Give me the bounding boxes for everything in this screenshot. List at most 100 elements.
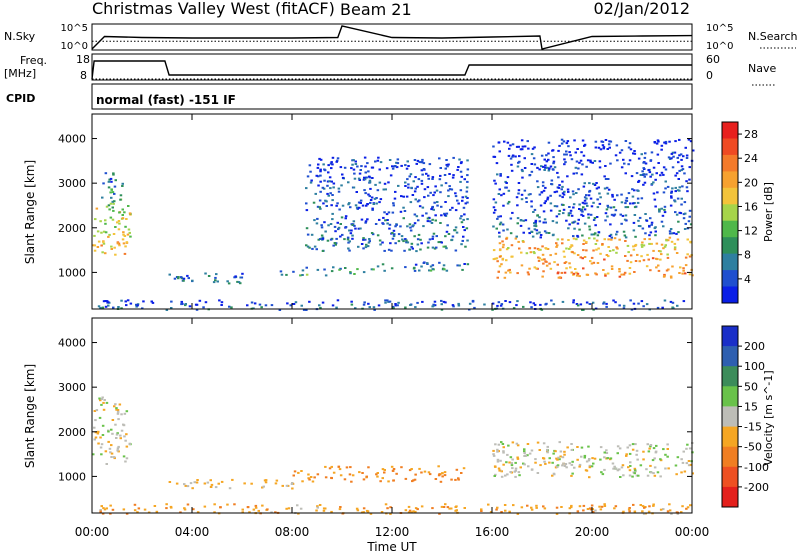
heat-cell — [640, 245, 644, 248]
heat-cell — [213, 511, 216, 514]
heat-cell — [354, 204, 358, 207]
colorbar-tick-label-6: 28 — [744, 128, 758, 141]
heat-cell — [665, 239, 668, 242]
heat-cell — [518, 155, 521, 158]
heat-cell — [236, 280, 239, 283]
heat-cell — [624, 199, 628, 202]
heat-cell — [656, 471, 660, 474]
heat-cell — [331, 218, 334, 221]
heat-cell — [649, 231, 653, 234]
heat-cell — [663, 211, 667, 214]
heat-cell — [587, 445, 590, 448]
heat-cell — [370, 232, 374, 234]
heat-cell — [318, 504, 322, 506]
heat-cell — [540, 165, 543, 168]
heat-cell — [504, 186, 507, 189]
heat-cell — [264, 304, 268, 307]
heat-cell — [530, 449, 534, 452]
heat-cell — [370, 196, 374, 199]
heat-cell — [595, 273, 598, 276]
heat-cell — [594, 243, 598, 245]
heat-cell — [418, 199, 421, 202]
heat-cell — [689, 223, 693, 226]
heat-cell — [555, 512, 559, 515]
heat-cell — [337, 228, 340, 231]
heat-cell — [535, 229, 539, 232]
heat-cell — [616, 194, 619, 197]
heat-cell — [291, 487, 294, 490]
heat-cell — [689, 140, 693, 143]
heat-cell — [491, 308, 494, 311]
heat-cell — [111, 200, 114, 203]
colorbar-tick-label-5: -50 — [744, 441, 762, 454]
heat-cell — [436, 204, 439, 207]
heat-cell — [633, 214, 637, 216]
heat-cell — [603, 451, 606, 454]
heat-cell — [497, 270, 500, 273]
noise-panel-frame — [91, 23, 693, 51]
heat-cell — [364, 221, 367, 224]
heat-cell — [504, 300, 507, 302]
heat-cell — [645, 265, 649, 268]
heat-cell — [527, 193, 531, 196]
heat-cell — [633, 467, 637, 470]
heat-cell — [598, 192, 601, 195]
heat-cell — [119, 194, 123, 197]
heat-cell — [274, 511, 277, 514]
heat-cell — [489, 511, 493, 514]
heat-cell — [563, 271, 567, 274]
heat-cell — [609, 162, 612, 165]
heat-cell — [680, 203, 683, 206]
heat-cell — [97, 430, 100, 433]
heat-cell — [374, 183, 377, 186]
heat-cell — [675, 213, 679, 216]
heat-cell — [561, 238, 564, 241]
heat-cell — [365, 176, 368, 179]
heat-cell — [305, 273, 309, 276]
heat-cell — [425, 172, 428, 175]
heat-cell — [440, 184, 443, 187]
heat-cell — [581, 163, 584, 166]
heat-cell — [539, 248, 542, 251]
heat-cell — [580, 173, 584, 176]
heat-cell — [332, 471, 336, 474]
heat-cell — [588, 225, 591, 228]
heat-cell — [143, 508, 147, 511]
heat-cell — [394, 304, 397, 307]
heat-cell — [418, 269, 421, 272]
colorbar-frame — [721, 325, 739, 508]
heat-cell — [214, 486, 218, 489]
heat-cell — [669, 204, 673, 207]
heat-cell — [330, 161, 333, 164]
x-tick-label-5: 20:00 — [575, 525, 610, 539]
heat-cell — [529, 193, 532, 196]
heat-cell — [499, 173, 502, 175]
heat-cell — [465, 186, 469, 189]
heat-cell — [533, 252, 536, 255]
heat-cell — [673, 246, 677, 249]
heat-cell — [99, 509, 102, 511]
heat-cell — [520, 506, 524, 509]
heat-cell — [546, 445, 549, 448]
heat-cell — [548, 461, 551, 464]
heat-cell — [384, 503, 388, 506]
heat-cell — [589, 260, 592, 263]
heat-cell — [572, 299, 575, 302]
heat-cell — [670, 152, 674, 155]
heat-cell — [633, 469, 637, 472]
heat-cell — [509, 471, 512, 473]
x-tick-label-2: 08:00 — [275, 525, 310, 539]
heat-cell — [622, 158, 625, 161]
heat-cell — [601, 144, 605, 147]
heat-cell — [363, 156, 367, 159]
heat-cell — [414, 187, 417, 190]
heat-cell — [667, 268, 670, 271]
heat-cell — [530, 153, 534, 156]
heat-cell — [578, 463, 582, 466]
heat-cell — [601, 243, 604, 245]
heat-cell — [461, 199, 464, 202]
heat-cell — [535, 232, 539, 235]
heat-cell — [526, 504, 529, 507]
heat-cell — [588, 189, 592, 192]
heat-cell — [558, 144, 561, 147]
